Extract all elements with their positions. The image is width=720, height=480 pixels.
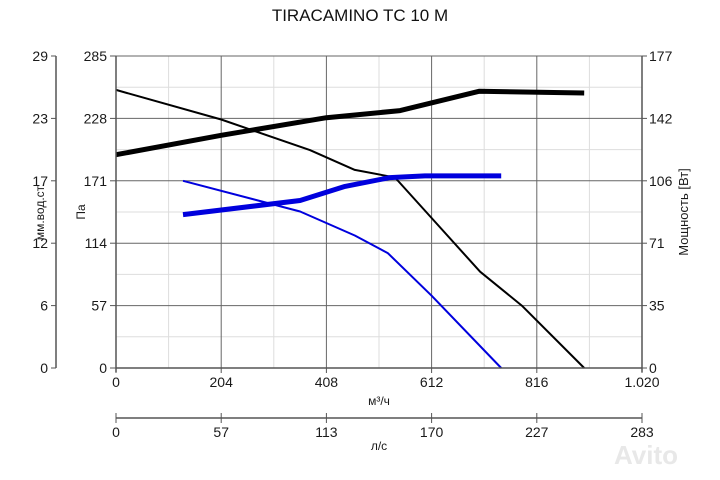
left-inner-axis-label: Па xyxy=(74,204,88,220)
left-outer-tick-label: 6 xyxy=(40,298,48,314)
left-outer-tick-label: 12 xyxy=(32,235,48,251)
bottom2-tick-label: 0 xyxy=(112,424,120,440)
left-outer-tick-label: 23 xyxy=(32,110,48,126)
chart-title: TIRACAMINO TC 10 M xyxy=(271,6,449,25)
left-outer-tick-label: 17 xyxy=(32,173,48,189)
left-inner-tick-label: 57 xyxy=(91,298,107,314)
bottom-tick-label: 204 xyxy=(210,374,234,390)
curve-pressure-high-speed xyxy=(115,88,585,369)
bottom2-tick-label: 170 xyxy=(420,424,444,440)
avito-watermark: Avito xyxy=(614,440,679,470)
right-tick-label: 177 xyxy=(649,48,673,64)
left-inner-tick-label: 114 xyxy=(85,235,108,251)
axes: 2923171260285228171114570177142106713500… xyxy=(32,48,672,440)
left-outer-tick-label: 29 xyxy=(32,48,48,64)
left-outer-axis-label: мм.вод.ст. xyxy=(33,184,47,240)
bottom-axis-label: м³/ч xyxy=(368,394,390,408)
right-tick-label: 71 xyxy=(649,235,665,251)
curves xyxy=(115,88,585,369)
left-inner-tick-label: 228 xyxy=(84,110,108,126)
right-tick-label: 106 xyxy=(649,173,673,189)
bottom2-tick-label: 227 xyxy=(525,424,549,440)
bottom-tick-label: 0 xyxy=(112,374,120,390)
curve-power-high-speed xyxy=(115,88,585,158)
right-tick-label: 142 xyxy=(649,110,673,126)
bottom-tick-label: 612 xyxy=(420,374,444,390)
left-inner-tick-label: 285 xyxy=(84,48,108,64)
bottom-tick-label: 408 xyxy=(315,374,339,390)
curve-power-low-speed xyxy=(182,173,502,218)
bottom2-tick-label: 113 xyxy=(315,424,338,440)
bottom2-tick-label: 57 xyxy=(213,424,229,440)
bottom-tick-label: 816 xyxy=(525,374,549,390)
curve-pressure-low-speed xyxy=(182,179,502,369)
bottom-tick-label: 1.020 xyxy=(624,374,659,390)
left-inner-tick-label: 0 xyxy=(99,360,107,376)
left-inner-tick-label: 171 xyxy=(84,173,108,189)
bottom2-axis-label: л/с xyxy=(371,439,387,453)
right-tick-label: 35 xyxy=(649,298,665,314)
bottom2-tick-label: 283 xyxy=(630,424,654,440)
right-axis-label: Мощность [Вт] xyxy=(676,168,691,256)
right-tick-label: 0 xyxy=(649,360,657,376)
left-outer-tick-label: 0 xyxy=(40,360,48,376)
